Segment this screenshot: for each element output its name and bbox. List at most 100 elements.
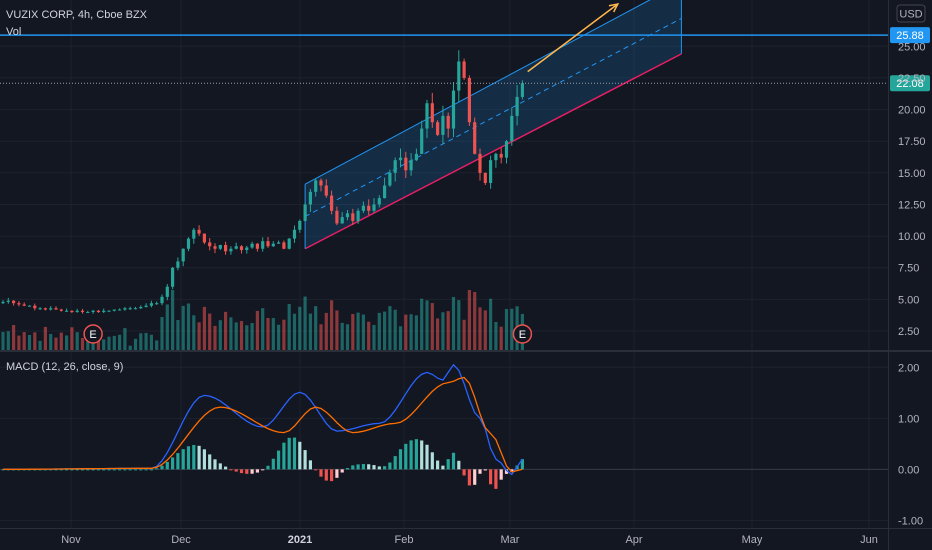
candle-body <box>91 310 95 313</box>
y-tick-label: 17.50 <box>898 136 926 148</box>
macd-tick-label: 2.00 <box>898 362 919 374</box>
candle-body <box>473 122 477 154</box>
candle-body <box>319 180 323 186</box>
macd-histogram-bar <box>420 440 424 470</box>
macd-histogram-bar <box>356 464 360 470</box>
y-tick-label: 5.00 <box>898 294 919 306</box>
macd-histogram-bar <box>335 469 339 478</box>
volume-bar <box>176 320 180 350</box>
candle-body <box>351 213 355 221</box>
macd-histogram-bar <box>160 465 164 470</box>
candle-body <box>6 300 10 302</box>
candle-body <box>499 153 503 158</box>
candle-body <box>515 96 519 116</box>
currency-label[interactable]: USD <box>899 9 922 21</box>
volume-bar <box>112 335 116 350</box>
volume-bar <box>361 314 365 350</box>
macd-histogram-bar <box>70 469 74 471</box>
candle-body <box>467 77 471 123</box>
signal-line <box>3 376 523 473</box>
volume-bar <box>192 315 196 350</box>
macd-histogram-bar <box>451 452 456 470</box>
channel-median-line <box>304 18 682 217</box>
candle-body <box>324 185 328 196</box>
candle-body <box>192 229 196 239</box>
x-tick-label: 2021 <box>288 534 312 546</box>
macd-histogram-bar <box>372 465 376 470</box>
volume-bar <box>457 300 461 350</box>
currency-button[interactable]: USD <box>896 4 926 23</box>
candle-body <box>165 286 169 297</box>
volume-bar <box>107 336 111 350</box>
volume-bar <box>367 321 371 350</box>
macd-histogram-bar <box>65 469 69 471</box>
volume-bar <box>393 309 397 350</box>
volume-bar <box>451 296 456 350</box>
volume-bar <box>49 333 53 350</box>
candle-body <box>218 244 222 249</box>
currency-button-frame[interactable] <box>896 4 926 23</box>
macd-histogram-bar <box>351 465 355 470</box>
volume-bar <box>149 334 153 350</box>
candlesticks <box>1 50 524 314</box>
macd-histogram-bar <box>308 460 312 470</box>
candle-body <box>149 303 153 306</box>
volume-bar <box>324 312 328 350</box>
volume-bar <box>102 339 106 350</box>
candle-body <box>483 172 487 183</box>
candle-body <box>155 303 159 305</box>
macd-histogram-bar <box>186 446 191 470</box>
candle-body <box>409 160 413 171</box>
candle-body <box>383 185 387 199</box>
macd-histogram-bar <box>261 469 265 471</box>
volume-bar <box>27 334 32 350</box>
candle-body <box>128 308 132 310</box>
volume-bar <box>38 340 42 350</box>
macd-lines <box>3 363 523 476</box>
macd-histogram-bar <box>75 469 79 471</box>
macd-histogram-bar <box>345 468 350 470</box>
macd-histogram-bar <box>245 469 249 474</box>
volume-bar <box>282 319 286 350</box>
macd-tick-label: 0.00 <box>898 464 919 476</box>
candle-body <box>388 172 392 186</box>
y-tick-label: 15.00 <box>898 168 926 180</box>
volume-bar <box>478 307 482 350</box>
macd-histogram-bar <box>494 469 498 489</box>
grid <box>0 0 888 528</box>
volume-bar <box>59 332 63 350</box>
candle-body <box>75 310 79 313</box>
candle-body <box>277 242 281 244</box>
x-tick-label: Feb <box>395 534 414 546</box>
candle-body <box>160 296 164 304</box>
macd-histogram-bar <box>229 469 233 471</box>
volume-bar <box>292 313 297 350</box>
macd-histogram-bar <box>425 444 429 470</box>
macd-histogram-bar <box>388 462 392 470</box>
resistance-price-tag: 25.88 <box>890 27 930 44</box>
candle-body <box>314 180 318 192</box>
candle-body <box>234 246 238 249</box>
macd-histogram-bar <box>277 450 281 470</box>
volume-bar <box>420 298 424 350</box>
macd-histogram-bar <box>91 469 95 471</box>
y-tick-label: 12.50 <box>898 199 926 211</box>
parallel-channel[interactable] <box>304 0 682 250</box>
volume-bar <box>202 306 206 350</box>
candle-body <box>12 300 16 304</box>
candle-body <box>107 310 111 312</box>
candle-body <box>171 267 175 287</box>
candle-body <box>43 308 47 310</box>
macd-histogram-bar <box>176 453 180 470</box>
macd-histogram-bar <box>96 469 100 471</box>
candle-body <box>457 61 461 91</box>
volume-bar <box>43 326 47 350</box>
y-tick-label: 2.50 <box>898 326 919 338</box>
volume-bar <box>33 332 37 350</box>
macd-histogram-bar <box>383 466 387 470</box>
volume-bar <box>414 315 418 350</box>
candle-body <box>133 308 138 310</box>
candle-body <box>520 83 524 97</box>
candle-body <box>436 122 440 135</box>
